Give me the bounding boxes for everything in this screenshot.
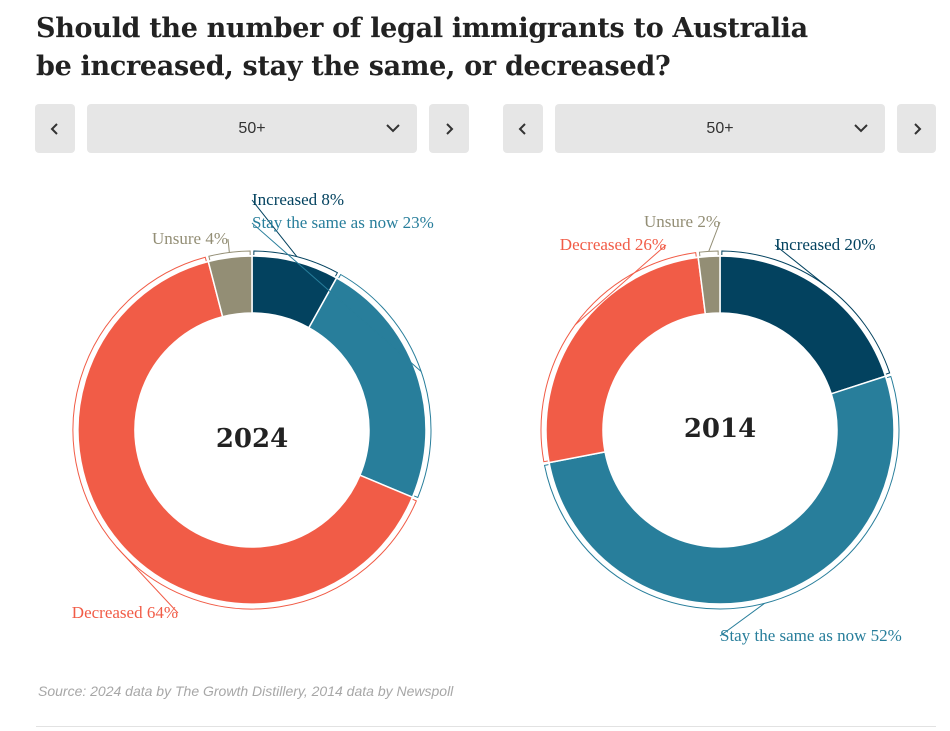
source-note: Source: 2024 data by The Growth Distille… [38, 683, 454, 699]
label-decreased-2014: Decreased 26% [560, 235, 666, 254]
chevron-right-icon [913, 122, 921, 135]
next-button-2024[interactable] [429, 104, 469, 153]
prev-button-2014[interactable] [503, 104, 543, 153]
bracket-same-2014 [543, 375, 900, 610]
label-unsure-2014: Unsure 2% [644, 212, 720, 231]
chevron-right-icon [446, 122, 454, 135]
donut-charts: Increased 8% Stay the same as now 23% Decr… [72, 190, 902, 645]
slice-unsure-2014[interactable] [697, 255, 721, 315]
leader-same-2014 [719, 602, 765, 637]
center-year-2024: 2024 [216, 424, 288, 454]
leader-increased-2014 [774, 244, 826, 286]
slice-unsure-2024[interactable] [207, 255, 253, 318]
chevron-left-icon [518, 122, 526, 135]
age-group-select-2014[interactable]: 50+ [555, 104, 885, 153]
slice-same-2014[interactable] [548, 375, 895, 605]
bracket-unsure-2024 [208, 250, 251, 261]
label-unsure-2024: Unsure 4% [152, 229, 228, 248]
chevron-left-icon [50, 122, 58, 135]
label-decreased-2024: Decreased 64% [72, 603, 178, 622]
age-group-value: 50+ [238, 119, 266, 137]
chevron-down-icon [386, 124, 400, 133]
label-same-2014: Stay the same as now 52% [720, 626, 902, 645]
title-line-1: Should the number of legal immigrants to… [36, 13, 808, 44]
title-line-2: be increased, stay the same, or decrease… [36, 51, 671, 82]
chevron-down-icon [854, 124, 868, 133]
slice-increased-2014[interactable] [719, 255, 887, 395]
leader-unsure-2014 [708, 221, 721, 252]
donut-2014: Increased 20% Stay the same as now 52% Dec… [540, 212, 902, 645]
leader-unsure-2024 [227, 238, 230, 253]
age-group-value: 50+ [706, 119, 734, 137]
label-increased-2014: Increased 20% [775, 235, 876, 254]
leader-decreased-2014 [574, 244, 667, 326]
next-button-2014[interactable] [897, 104, 936, 153]
center-year-2014: 2014 [684, 414, 756, 444]
slice-decreased-2024[interactable] [77, 260, 414, 605]
leader-decreased-2024 [116, 546, 179, 614]
slice-decreased-2014[interactable] [545, 256, 707, 464]
chart-title: Should the number of legal immigrants to… [36, 10, 836, 86]
label-same-2024: Stay the same as now 23% [252, 213, 434, 232]
label-increased-2024: Increased 8% [252, 190, 344, 209]
leader-same-2024 [251, 222, 422, 372]
bottom-divider [36, 726, 936, 727]
slice-same-2024[interactable] [307, 276, 427, 499]
prev-button-2024[interactable] [35, 104, 75, 153]
age-group-select-2024[interactable]: 50+ [87, 104, 417, 153]
leader-increased-2024 [251, 199, 298, 258]
donut-2024: Increased 8% Stay the same as now 23% Decr… [72, 190, 434, 622]
